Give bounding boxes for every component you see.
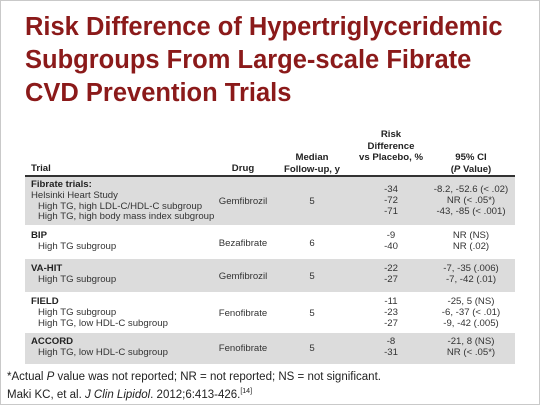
ci-value: -7, -35 (.006) xyxy=(443,263,499,274)
risk-cell: -22 -27 xyxy=(361,263,421,286)
risk-value: -23 xyxy=(384,306,398,318)
header-ci: 95% CI (P Value) xyxy=(427,152,515,175)
risk-value: -27 xyxy=(384,317,398,329)
ci-value: -25, 5 (NS) xyxy=(447,296,495,307)
subgroup-label: High TG, low HDL-C subgroup xyxy=(38,346,168,358)
ci-value: NR (NS) xyxy=(452,230,490,241)
subgroup-label: High TG subgroup xyxy=(38,273,117,285)
ci-cell: -8.2, -52.6 (< .02) NR (< .05*) -43, -85… xyxy=(427,184,515,217)
ci-value: -6, -37 (< .01) xyxy=(441,306,501,318)
table-row-field: FIELD High TG subgroup High TG, low HDL-… xyxy=(25,292,515,333)
reference-authors: Maki KC, et al. xyxy=(7,388,85,401)
header-risk-line-2: Difference xyxy=(367,140,415,152)
title-line-2: Subgroups From Large-scale Fibrate xyxy=(25,46,472,74)
risk-value: -31 xyxy=(384,346,398,358)
trial-name: ACCORD xyxy=(31,336,74,347)
drug-cell: Fenofibrate xyxy=(218,308,268,319)
trial-cell: Fibrate trials: Helsinki Heart Study Hig… xyxy=(31,179,215,223)
table-header: Trial Drug Median Follow-up, y Risk Diff… xyxy=(25,129,515,175)
header-followup-line-1: Median xyxy=(295,152,329,163)
footnote-text: value was not reported; NR = not reporte… xyxy=(54,371,381,383)
risk-cell: -9 -40 xyxy=(361,230,421,253)
ci-value: NR (< .05*) xyxy=(446,194,496,206)
subgroup-label: High TG, high LDL-C/HDL-C subgroup xyxy=(38,200,203,212)
trial-name: FIELD xyxy=(31,296,59,307)
title-line-3: CVD Prevention Trials xyxy=(25,79,292,107)
slide-title: Risk Difference of Hypertriglyceridemic … xyxy=(25,11,525,110)
reference: Maki KC, et al. J Clin Lipidol. 2012;6:4… xyxy=(7,388,252,401)
table-row-vahit: VA-HIT High TG subgroup Gemfibrozil 5 -2… xyxy=(25,259,515,292)
risk-value: -71 xyxy=(384,205,398,217)
ci-value: -8.2, -52.6 (< .02) xyxy=(433,184,509,195)
risk-value: -27 xyxy=(384,273,398,285)
footnote-star: *Actual xyxy=(7,371,47,383)
header-ci-p: P xyxy=(453,163,461,175)
drug-cell: Gemfibrozil xyxy=(218,271,268,282)
header-followup: Median Follow-up, y xyxy=(279,152,345,175)
header-drug: Drug xyxy=(231,163,255,174)
trial-name: VA-HIT xyxy=(31,263,63,274)
table-row-bip: BIP High TG subgroup Bezafibrate 6 -9 -4… xyxy=(25,226,515,259)
header-risk-line-3: vs Placebo, % xyxy=(359,152,423,163)
header-ci-line-2: (P Value) xyxy=(450,163,492,175)
footnote: *Actual P value was not reported; NR = n… xyxy=(7,371,381,383)
drug-cell: Bezafibrate xyxy=(218,238,268,249)
header-followup-line-2: Follow-up, y xyxy=(284,163,340,175)
followup-cell: 6 xyxy=(309,238,315,249)
followup-cell: 5 xyxy=(309,343,315,354)
drug-cell: Gemfibrozil xyxy=(218,196,268,207)
ci-value: -21, 8 (NS) xyxy=(447,336,495,347)
risk-cell: -11 -23 -27 xyxy=(361,296,421,329)
ci-cell: NR (NS) NR (.02) xyxy=(427,230,515,253)
trial-name: Helsinki Heart Study xyxy=(31,189,118,201)
header-ci-line-1: 95% CI xyxy=(455,152,487,163)
subgroup-label: High TG subgroup xyxy=(38,306,117,318)
subgroup-label: High TG, high body mass index subgroup xyxy=(38,211,215,223)
ci-cell: -25, 5 (NS) -6, -37 (< .01) -9, -42 (.00… xyxy=(427,296,515,329)
trial-name: BIP xyxy=(31,230,47,241)
drug-cell: Fenofibrate xyxy=(218,343,268,354)
trial-group-label: Fibrate trials: xyxy=(31,179,92,190)
followup-cell: 5 xyxy=(309,196,315,207)
risk-value: -72 xyxy=(384,194,398,206)
followup-cell: 5 xyxy=(309,308,315,319)
risk-cell: -34 -72 -71 xyxy=(361,184,421,217)
followup-cell: 5 xyxy=(309,271,315,282)
reference-details: . 2012;6:413-426. xyxy=(150,388,241,401)
ci-cell: -7, -35 (.006) -7, -42 (.01) xyxy=(427,263,515,286)
risk-value: -22 xyxy=(384,263,398,274)
ci-value: -7, -42 (.01) xyxy=(445,273,497,285)
trial-cell: ACCORD High TG, low HDL-C subgroup xyxy=(31,336,168,359)
risk-value: -34 xyxy=(384,184,398,195)
risk-cell: -8 -31 xyxy=(361,336,421,359)
title-line-1: Risk Difference of Hypertriglyceridemic xyxy=(25,13,503,41)
ci-value: -43, -85 (< .001) xyxy=(436,205,506,217)
ci-value: -9, -42 (.005) xyxy=(443,317,499,329)
risk-value: -8 xyxy=(386,336,396,347)
risk-value: -9 xyxy=(386,230,396,241)
subgroup-label: High TG subgroup xyxy=(38,240,117,252)
risk-value: -11 xyxy=(384,296,398,307)
header-rule xyxy=(25,175,515,177)
header-trial: Trial xyxy=(31,163,51,174)
ci-value: NR (< .05*) xyxy=(446,346,496,358)
trial-cell: BIP High TG subgroup xyxy=(31,230,117,253)
subgroup-label: High TG, low HDL-C subgroup xyxy=(38,317,168,329)
risk-value: -40 xyxy=(384,240,398,252)
footnote-p: P xyxy=(46,371,55,383)
ci-cell: -21, 8 (NS) NR (< .05*) xyxy=(427,336,515,359)
header-risk: Risk Difference vs Placebo, % xyxy=(351,129,431,164)
trial-cell: FIELD High TG subgroup High TG, low HDL-… xyxy=(31,296,168,329)
ci-value: NR (.02) xyxy=(452,240,490,252)
table-row-helsinki: Fibrate trials: Helsinki Heart Study Hig… xyxy=(25,177,515,225)
header-risk-line-1: Risk xyxy=(380,129,402,140)
table-row-accord: ACCORD High TG, low HDL-C subgroup Fenof… xyxy=(25,333,515,364)
trial-cell: VA-HIT High TG subgroup xyxy=(31,263,117,286)
reference-cite: [14] xyxy=(240,388,253,395)
reference-journal: J Clin Lipidol xyxy=(84,388,151,401)
